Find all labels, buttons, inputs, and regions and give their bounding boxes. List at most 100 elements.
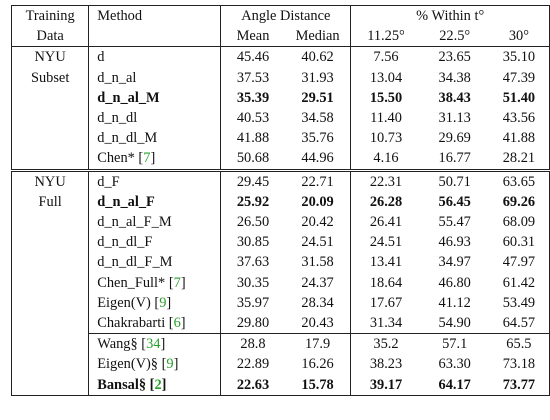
training-data-cell: [10, 313, 90, 334]
method-cell: Bansal§ [2]: [88, 374, 222, 396]
method-cell: d_n_al: [88, 67, 222, 88]
header-mean: Mean: [236, 28, 270, 45]
method-label: d_n_dl_M: [97, 130, 158, 147]
value-cell: 64.17: [420, 374, 489, 396]
method-cell: d: [88, 46, 222, 68]
method-label: Bansal§ [: [97, 376, 155, 393]
value-cell: 34.58: [284, 108, 352, 129]
value-cell: 28.8: [220, 333, 285, 355]
method-cell: Wang§ [34]: [88, 333, 222, 355]
method-label: d_n_dl_F_M: [97, 254, 173, 271]
value-cell: 38.23: [369, 356, 403, 373]
citation-bracket: ]: [180, 315, 186, 332]
citation-link[interactable]: 34: [146, 336, 161, 353]
value-cell: 57.1: [420, 333, 489, 355]
value-cell: 47.39: [488, 67, 550, 88]
header-within: % Within t°: [350, 5, 550, 27]
value-cell: 24.51: [369, 234, 403, 251]
table-row: d_n_al_F_M 26.50 20.42 26.41 55.47 68.09: [10, 212, 550, 233]
table-row: NYU d_F 29.45 22.71 22.31 50.71 63.65: [10, 168, 550, 192]
citation-bracket: ]: [180, 274, 186, 291]
training-data-cell: Subset: [10, 67, 90, 88]
value-cell: 53.49: [488, 292, 550, 314]
method-cell: Eigen(V)§ [9]: [88, 354, 222, 375]
training-data-cell: [10, 252, 90, 273]
method-label: d_n_dl_F: [97, 234, 153, 251]
value-cell: 30.35: [236, 274, 270, 291]
results-table: Training Method Angle Distance % Within …: [10, 5, 550, 396]
value-cell: 7.56: [350, 46, 421, 68]
citation-bracket: ]: [161, 376, 167, 393]
method-cell: Eigen(V) [9]: [88, 292, 222, 314]
training-data-cell: [10, 232, 90, 253]
value-cell: 29.69: [438, 130, 471, 147]
value-cell: 34.97: [438, 254, 471, 271]
method-label: Chen_Full* [: [97, 274, 174, 291]
method-cell: Chen* [7]: [88, 148, 222, 171]
citation-link[interactable]: 6: [173, 315, 181, 332]
value-cell: 54.90: [438, 315, 471, 332]
value-cell: 18.64: [369, 274, 403, 291]
value-cell: 40.53: [236, 110, 270, 127]
citation-bracket: ]: [150, 150, 156, 167]
header-row-2: Data Mean Median 11.25° 22.5° 30°: [10, 26, 550, 47]
table-body: NYU d 45.46 40.62 7.56 23.65 35.10 Subset d_n_al…: [10, 46, 550, 396]
value-cell: 29.80: [236, 315, 270, 332]
citation-link[interactable]: 7: [143, 150, 151, 167]
value-cell: 41.88: [236, 130, 270, 147]
value-cell: 56.45: [438, 193, 471, 210]
value-cell: 37.63: [236, 254, 270, 271]
method-label: Chen* [: [97, 150, 144, 167]
method-label: d_n_al_M: [97, 89, 160, 106]
citation-bracket: ]: [173, 356, 179, 373]
value-cell: 28.21: [488, 148, 550, 171]
training-data-cell: [10, 87, 90, 109]
value-cell: 25.92: [236, 193, 270, 210]
value-cell: 43.56: [488, 108, 550, 129]
citation-link[interactable]: 9: [159, 294, 167, 311]
table-row: d_n_dl_F 30.85 24.51 24.51 46.93 60.31: [10, 232, 550, 253]
value-cell: 50.71: [420, 168, 489, 192]
value-cell: 34.38: [438, 69, 471, 86]
citation-link[interactable]: 9: [166, 356, 174, 373]
header-median: Median: [284, 26, 352, 47]
method-cell: Chakrabarti [6]: [88, 313, 222, 334]
value-cell: 50.68: [236, 150, 270, 167]
citation-link[interactable]: 7: [173, 274, 181, 291]
table-row: Subset d_n_al 37.53 31.93 13.04 34.38 47.39: [10, 67, 550, 88]
table-row: Eigen(V) [9] 35.97 28.34 17.67 41.12 53.49: [10, 292, 550, 314]
value-cell: 65.5: [488, 333, 550, 355]
value-cell: 16.77: [438, 150, 471, 167]
training-data-cell: [10, 212, 90, 233]
value-cell: 47.97: [488, 252, 550, 273]
header-method: Method: [88, 5, 222, 27]
table-row: Full d_n_al_F 25.92 20.09 26.28 56.45 69.26: [10, 191, 550, 213]
table-row: Wang§ [34] 28.8 17.9 35.2 57.1 65.5: [10, 333, 550, 355]
value-cell: 22.63: [220, 374, 285, 396]
training-data-cell: [10, 374, 90, 396]
value-cell: 63.30: [438, 356, 471, 373]
value-cell: 17.67: [369, 294, 403, 311]
citation-link[interactable]: 2: [154, 376, 162, 393]
value-cell: 13.04: [369, 69, 403, 86]
method-label: d_n_al_F_M: [97, 214, 172, 231]
value-cell: 29.45: [220, 168, 285, 192]
value-cell: 68.09: [488, 212, 550, 233]
value-cell: 63.65: [488, 168, 550, 192]
method-cell: d_n_dl_F: [88, 232, 222, 253]
value-cell: 69.26: [488, 191, 550, 213]
value-cell: 26.50: [236, 214, 270, 231]
header-row-1: Training Method Angle Distance % Within …: [10, 5, 550, 27]
training-data-cell: NYU: [10, 46, 90, 68]
value-cell: 20.09: [284, 191, 352, 213]
method-cell: d_n_al_F_M: [88, 212, 222, 233]
header-training-data: Training: [10, 5, 90, 27]
method-cell: d_n_dl: [88, 108, 222, 129]
method-label: d_n_al_F: [97, 193, 155, 210]
value-cell: 29.51: [284, 87, 352, 109]
table-row: d_n_dl 40.53 34.58 11.40 31.13 43.56: [10, 108, 550, 129]
citation-bracket: ]: [160, 336, 166, 353]
value-cell: 26.28: [369, 193, 403, 210]
header-method-spacer: [88, 26, 222, 47]
method-label: d_n_al: [97, 69, 137, 86]
